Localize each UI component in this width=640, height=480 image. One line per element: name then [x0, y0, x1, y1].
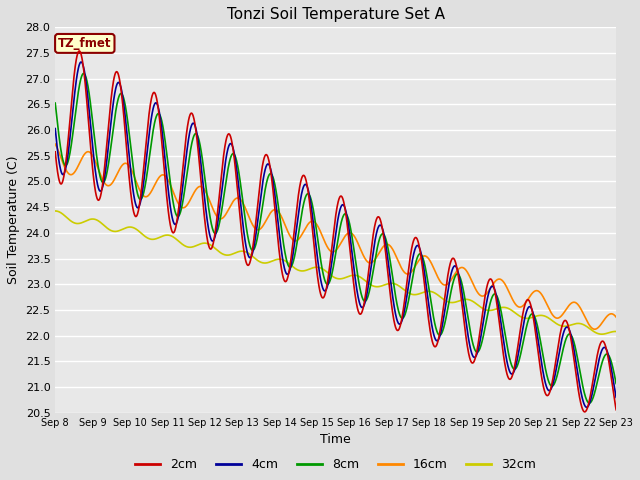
8cm: [499, 318, 507, 324]
4cm: [563, 324, 571, 330]
4cm: [364, 283, 372, 289]
4cm: [499, 333, 507, 339]
16cm: [208, 203, 216, 209]
2cm: [352, 298, 360, 304]
4cm: [583, 405, 591, 410]
4cm: [51, 126, 59, 132]
8cm: [586, 400, 593, 406]
16cm: [364, 259, 372, 265]
8cm: [208, 224, 216, 229]
2cm: [51, 149, 59, 155]
4cm: [352, 282, 360, 288]
2cm: [208, 245, 216, 251]
4cm: [579, 396, 586, 401]
32cm: [208, 243, 216, 249]
32cm: [51, 208, 59, 214]
32cm: [612, 329, 620, 335]
X-axis label: Time: Time: [320, 433, 351, 446]
16cm: [563, 306, 570, 312]
32cm: [563, 323, 570, 329]
32cm: [579, 321, 586, 327]
32cm: [352, 273, 360, 278]
8cm: [80, 71, 88, 76]
2cm: [581, 409, 589, 415]
Title: Tonzi Soil Temperature Set A: Tonzi Soil Temperature Set A: [227, 7, 445, 22]
Line: 32cm: 32cm: [55, 211, 616, 334]
2cm: [76, 48, 83, 54]
2cm: [579, 406, 586, 411]
4cm: [208, 238, 216, 243]
Y-axis label: Soil Temperature (C): Soil Temperature (C): [7, 156, 20, 284]
8cm: [579, 381, 586, 387]
8cm: [352, 262, 360, 267]
16cm: [591, 326, 598, 332]
32cm: [598, 331, 605, 337]
16cm: [499, 278, 506, 284]
8cm: [612, 381, 620, 386]
16cm: [352, 236, 360, 242]
8cm: [51, 100, 59, 106]
8cm: [364, 292, 372, 298]
16cm: [579, 308, 586, 314]
2cm: [499, 348, 507, 353]
32cm: [499, 304, 506, 310]
2cm: [612, 407, 620, 413]
Legend: 2cm, 4cm, 8cm, 16cm, 32cm: 2cm, 4cm, 8cm, 16cm, 32cm: [130, 453, 541, 476]
4cm: [77, 59, 85, 65]
Line: 8cm: 8cm: [55, 73, 616, 403]
Line: 2cm: 2cm: [55, 51, 616, 412]
8cm: [563, 334, 571, 340]
Text: TZ_fmet: TZ_fmet: [58, 37, 111, 50]
Line: 4cm: 4cm: [55, 62, 616, 408]
32cm: [364, 280, 372, 286]
Line: 16cm: 16cm: [55, 144, 616, 329]
2cm: [563, 319, 571, 325]
2cm: [364, 271, 372, 276]
16cm: [612, 314, 620, 320]
4cm: [612, 395, 620, 400]
16cm: [51, 141, 59, 147]
